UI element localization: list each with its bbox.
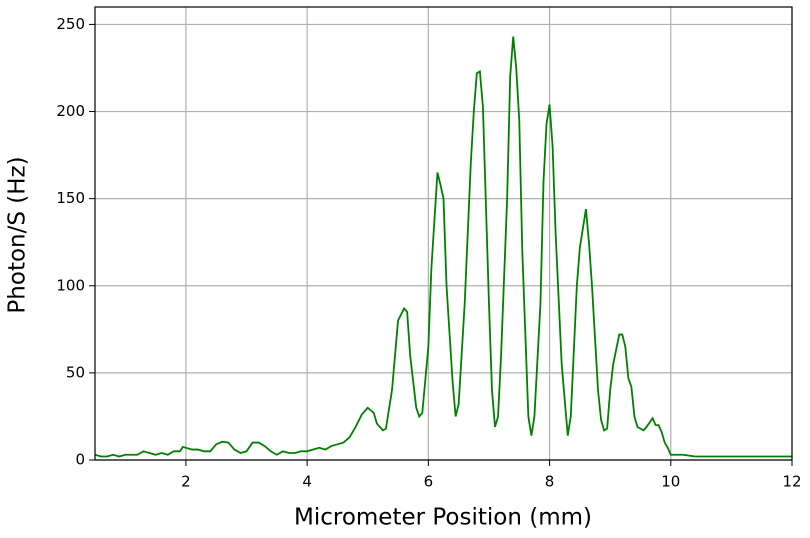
y-tick-label: 200 bbox=[56, 102, 85, 120]
y-axis-label: Photon/S (Hz) bbox=[5, 156, 31, 313]
line bbox=[94, 36, 792, 458]
x-tick-label: 4 bbox=[302, 473, 312, 491]
x-axis-label: Micrometer Position (mm) bbox=[294, 505, 592, 531]
x-tick-label: 12 bbox=[782, 473, 801, 491]
x-tick-label: 2 bbox=[181, 473, 191, 491]
x-tick-label: 8 bbox=[545, 473, 555, 491]
y-tick-label: 50 bbox=[66, 363, 85, 381]
y-tick-label: 100 bbox=[56, 276, 85, 294]
y-tick-label: 150 bbox=[56, 189, 85, 207]
y-tick-label: 0 bbox=[75, 451, 85, 469]
plot-frame bbox=[94, 6, 793, 461]
y-tick-label: 250 bbox=[56, 15, 85, 33]
x-tick-label: 6 bbox=[424, 473, 434, 491]
x-tick-label: 10 bbox=[661, 473, 680, 491]
